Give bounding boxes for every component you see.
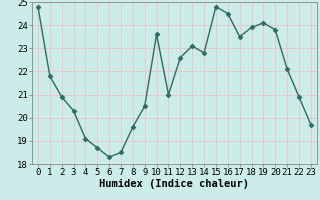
X-axis label: Humidex (Indice chaleur): Humidex (Indice chaleur) bbox=[100, 179, 249, 189]
